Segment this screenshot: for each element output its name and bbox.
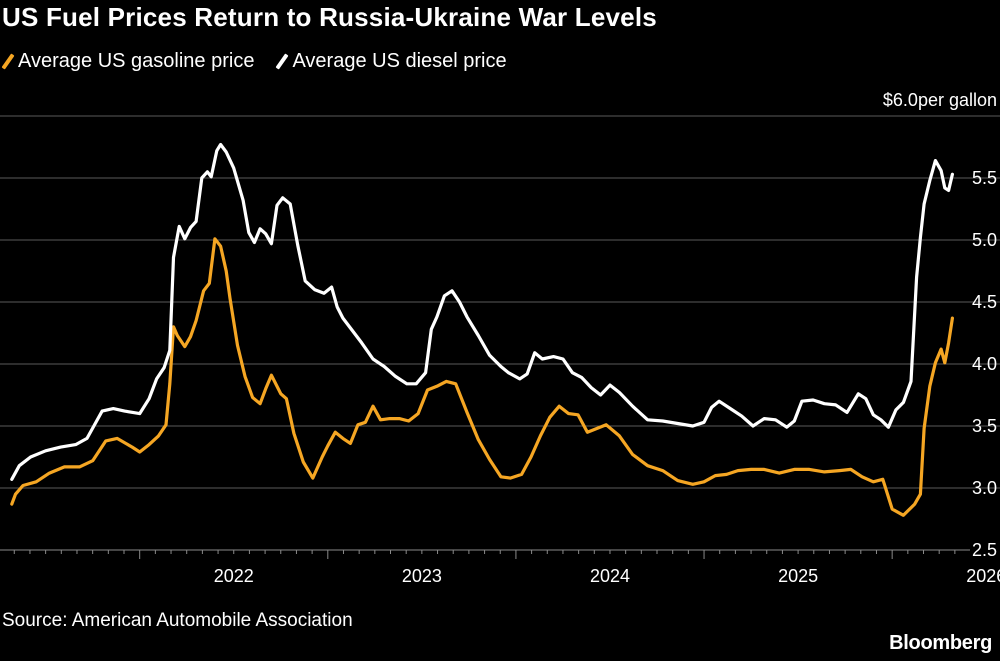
x-tick-label: 2022 [214,566,254,586]
x-tick-label: 2025 [778,566,818,586]
x-axis: 2022 2023 2024 2025 2026 [0,549,1000,586]
y-tick-label: 2.5 [972,540,997,560]
x-tick-label: 2026 [966,566,1000,586]
legend-item-gasoline: Average US gasoline price [1,50,255,73]
y-tick-label: 5.0 [972,230,997,250]
x-tick-label: 2024 [590,566,630,586]
legend-item-diesel: Average US diesel price [275,50,507,73]
brand-logo: Bloomberg [889,632,992,654]
y-tick-label: 5.5 [972,168,997,188]
series-lines [10,142,954,517]
y-tick-label: 3.0 [972,478,997,498]
y-tick-label: $6.0per gallon [883,90,997,110]
series-line-diesel [10,142,954,481]
legend-label-gasoline: Average US gasoline price [18,50,255,72]
y-tick-label: 3.5 [972,416,997,436]
chart-title: US Fuel Prices Return to Russia-Ukraine … [2,2,657,32]
grid-lines [0,115,1000,489]
x-tick-label: 2023 [402,566,442,586]
source-note: Source: American Automobile Association [2,610,353,631]
legend-label-diesel: Average US diesel price [292,50,507,72]
chart-legend: Average US gasoline price Average US die… [1,50,507,73]
series-line-gasoline [10,237,954,517]
y-axis: $6.0per gallon 5.5 5.0 4.5 4.0 3.5 3.0 2.5 [883,90,997,560]
y-tick-label: 4.0 [972,354,997,374]
y-tick-label: 4.5 [972,292,997,312]
